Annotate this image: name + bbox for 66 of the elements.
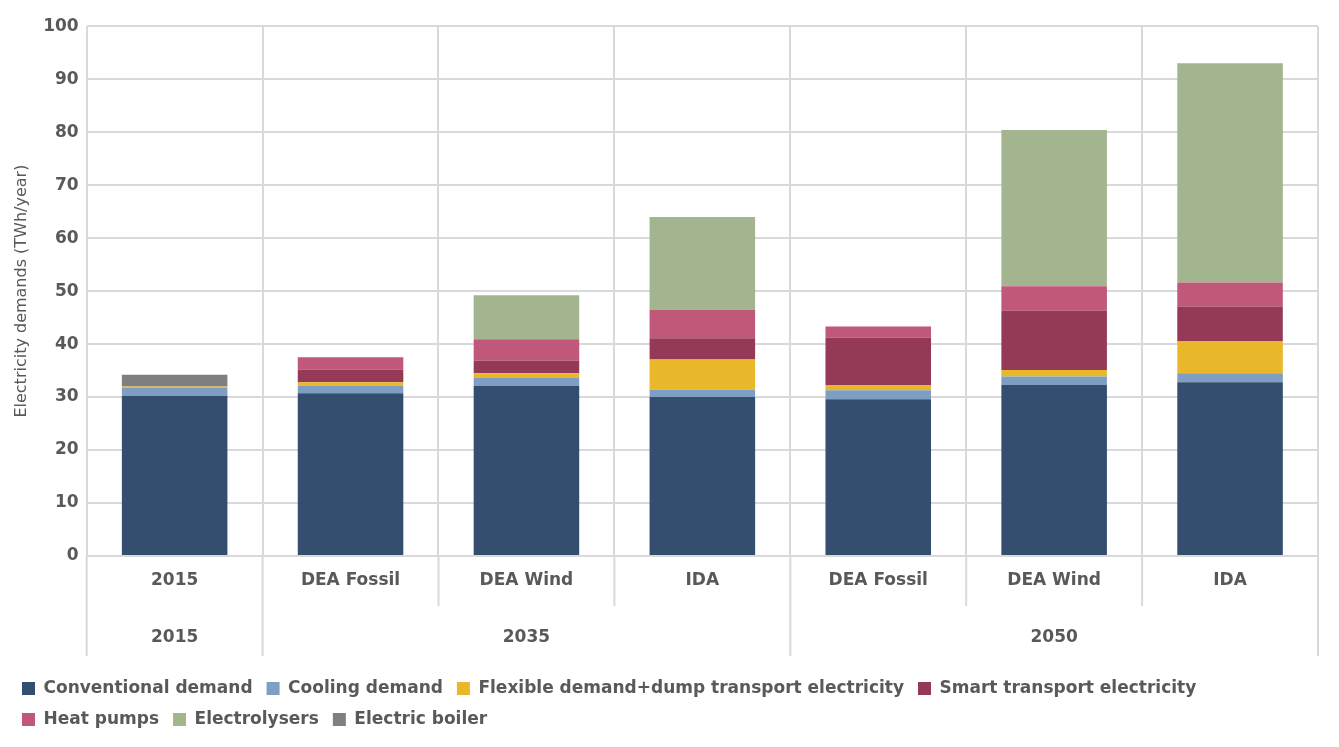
bar xyxy=(1001,286,1107,311)
bar xyxy=(473,373,580,378)
y-tick-label: 20 xyxy=(55,438,79,459)
y-tick-label: 90 xyxy=(55,67,79,88)
bar xyxy=(297,393,404,555)
bar xyxy=(473,385,580,555)
bar xyxy=(473,339,580,361)
legend-label: Flexible demand+dump transport electricity xyxy=(478,676,904,697)
bar xyxy=(649,397,756,555)
bar xyxy=(825,326,932,338)
bar xyxy=(297,369,404,383)
bar xyxy=(649,389,756,398)
y-tick-label: 70 xyxy=(55,173,79,194)
bar xyxy=(649,359,756,390)
bar xyxy=(473,295,580,340)
text: 2015 xyxy=(150,626,199,647)
bar xyxy=(473,377,580,386)
bar xyxy=(121,374,228,387)
bar xyxy=(1001,310,1107,371)
text: 2035 xyxy=(502,626,551,647)
legend-label: Conventional demand xyxy=(43,676,253,697)
y-tick-label: 10 xyxy=(55,491,79,512)
bar xyxy=(1001,370,1107,377)
legend-label: Heat pumps xyxy=(43,707,160,728)
bar xyxy=(649,216,756,310)
y-tick-label: 60 xyxy=(55,226,79,247)
bar xyxy=(1177,340,1283,374)
x-tick-label: 2015 xyxy=(150,568,199,589)
bar xyxy=(1177,382,1283,555)
x-tick-label: DEA Fossil xyxy=(828,568,928,589)
legend-label: Cooling demand xyxy=(288,676,443,697)
y-tick-label: 50 xyxy=(55,279,79,300)
bar xyxy=(1177,306,1283,341)
bar xyxy=(649,338,756,360)
bar xyxy=(1177,373,1283,383)
bar xyxy=(1001,130,1107,287)
y-tick-label: 40 xyxy=(55,332,79,353)
y-tick-label: 80 xyxy=(55,120,79,141)
bar xyxy=(825,384,932,391)
bar xyxy=(1177,63,1283,283)
y-axis-title: Electricity demands (TWh/year) xyxy=(10,164,30,418)
legend-label: Electric boiler xyxy=(354,707,488,728)
bar xyxy=(473,360,580,374)
bar xyxy=(825,399,932,555)
x-tick-label: IDA xyxy=(685,568,720,589)
bar xyxy=(1001,376,1107,385)
bar xyxy=(297,357,404,370)
bar xyxy=(121,396,228,555)
bar xyxy=(1001,384,1107,555)
y-tick-label: 100 xyxy=(43,14,79,35)
y-tick-label: 30 xyxy=(55,385,79,406)
x-tick-label: DEA Fossil xyxy=(300,568,401,589)
x-tick-label: DEA Wind xyxy=(1007,568,1101,589)
x-tick-label: IDA xyxy=(1213,568,1248,589)
bar xyxy=(121,387,228,396)
bar xyxy=(1177,282,1283,307)
bar xyxy=(825,337,932,385)
bar xyxy=(825,390,932,400)
bar xyxy=(649,309,756,339)
bar xyxy=(297,382,404,386)
legend-label: Smart transport electricity xyxy=(939,676,1197,697)
y-tick-label: 0 xyxy=(66,544,79,565)
bar xyxy=(297,385,404,394)
legend-label: Electrolysers xyxy=(194,707,319,728)
text: 2050 xyxy=(1030,626,1078,647)
x-tick-label: DEA Wind xyxy=(479,568,574,589)
